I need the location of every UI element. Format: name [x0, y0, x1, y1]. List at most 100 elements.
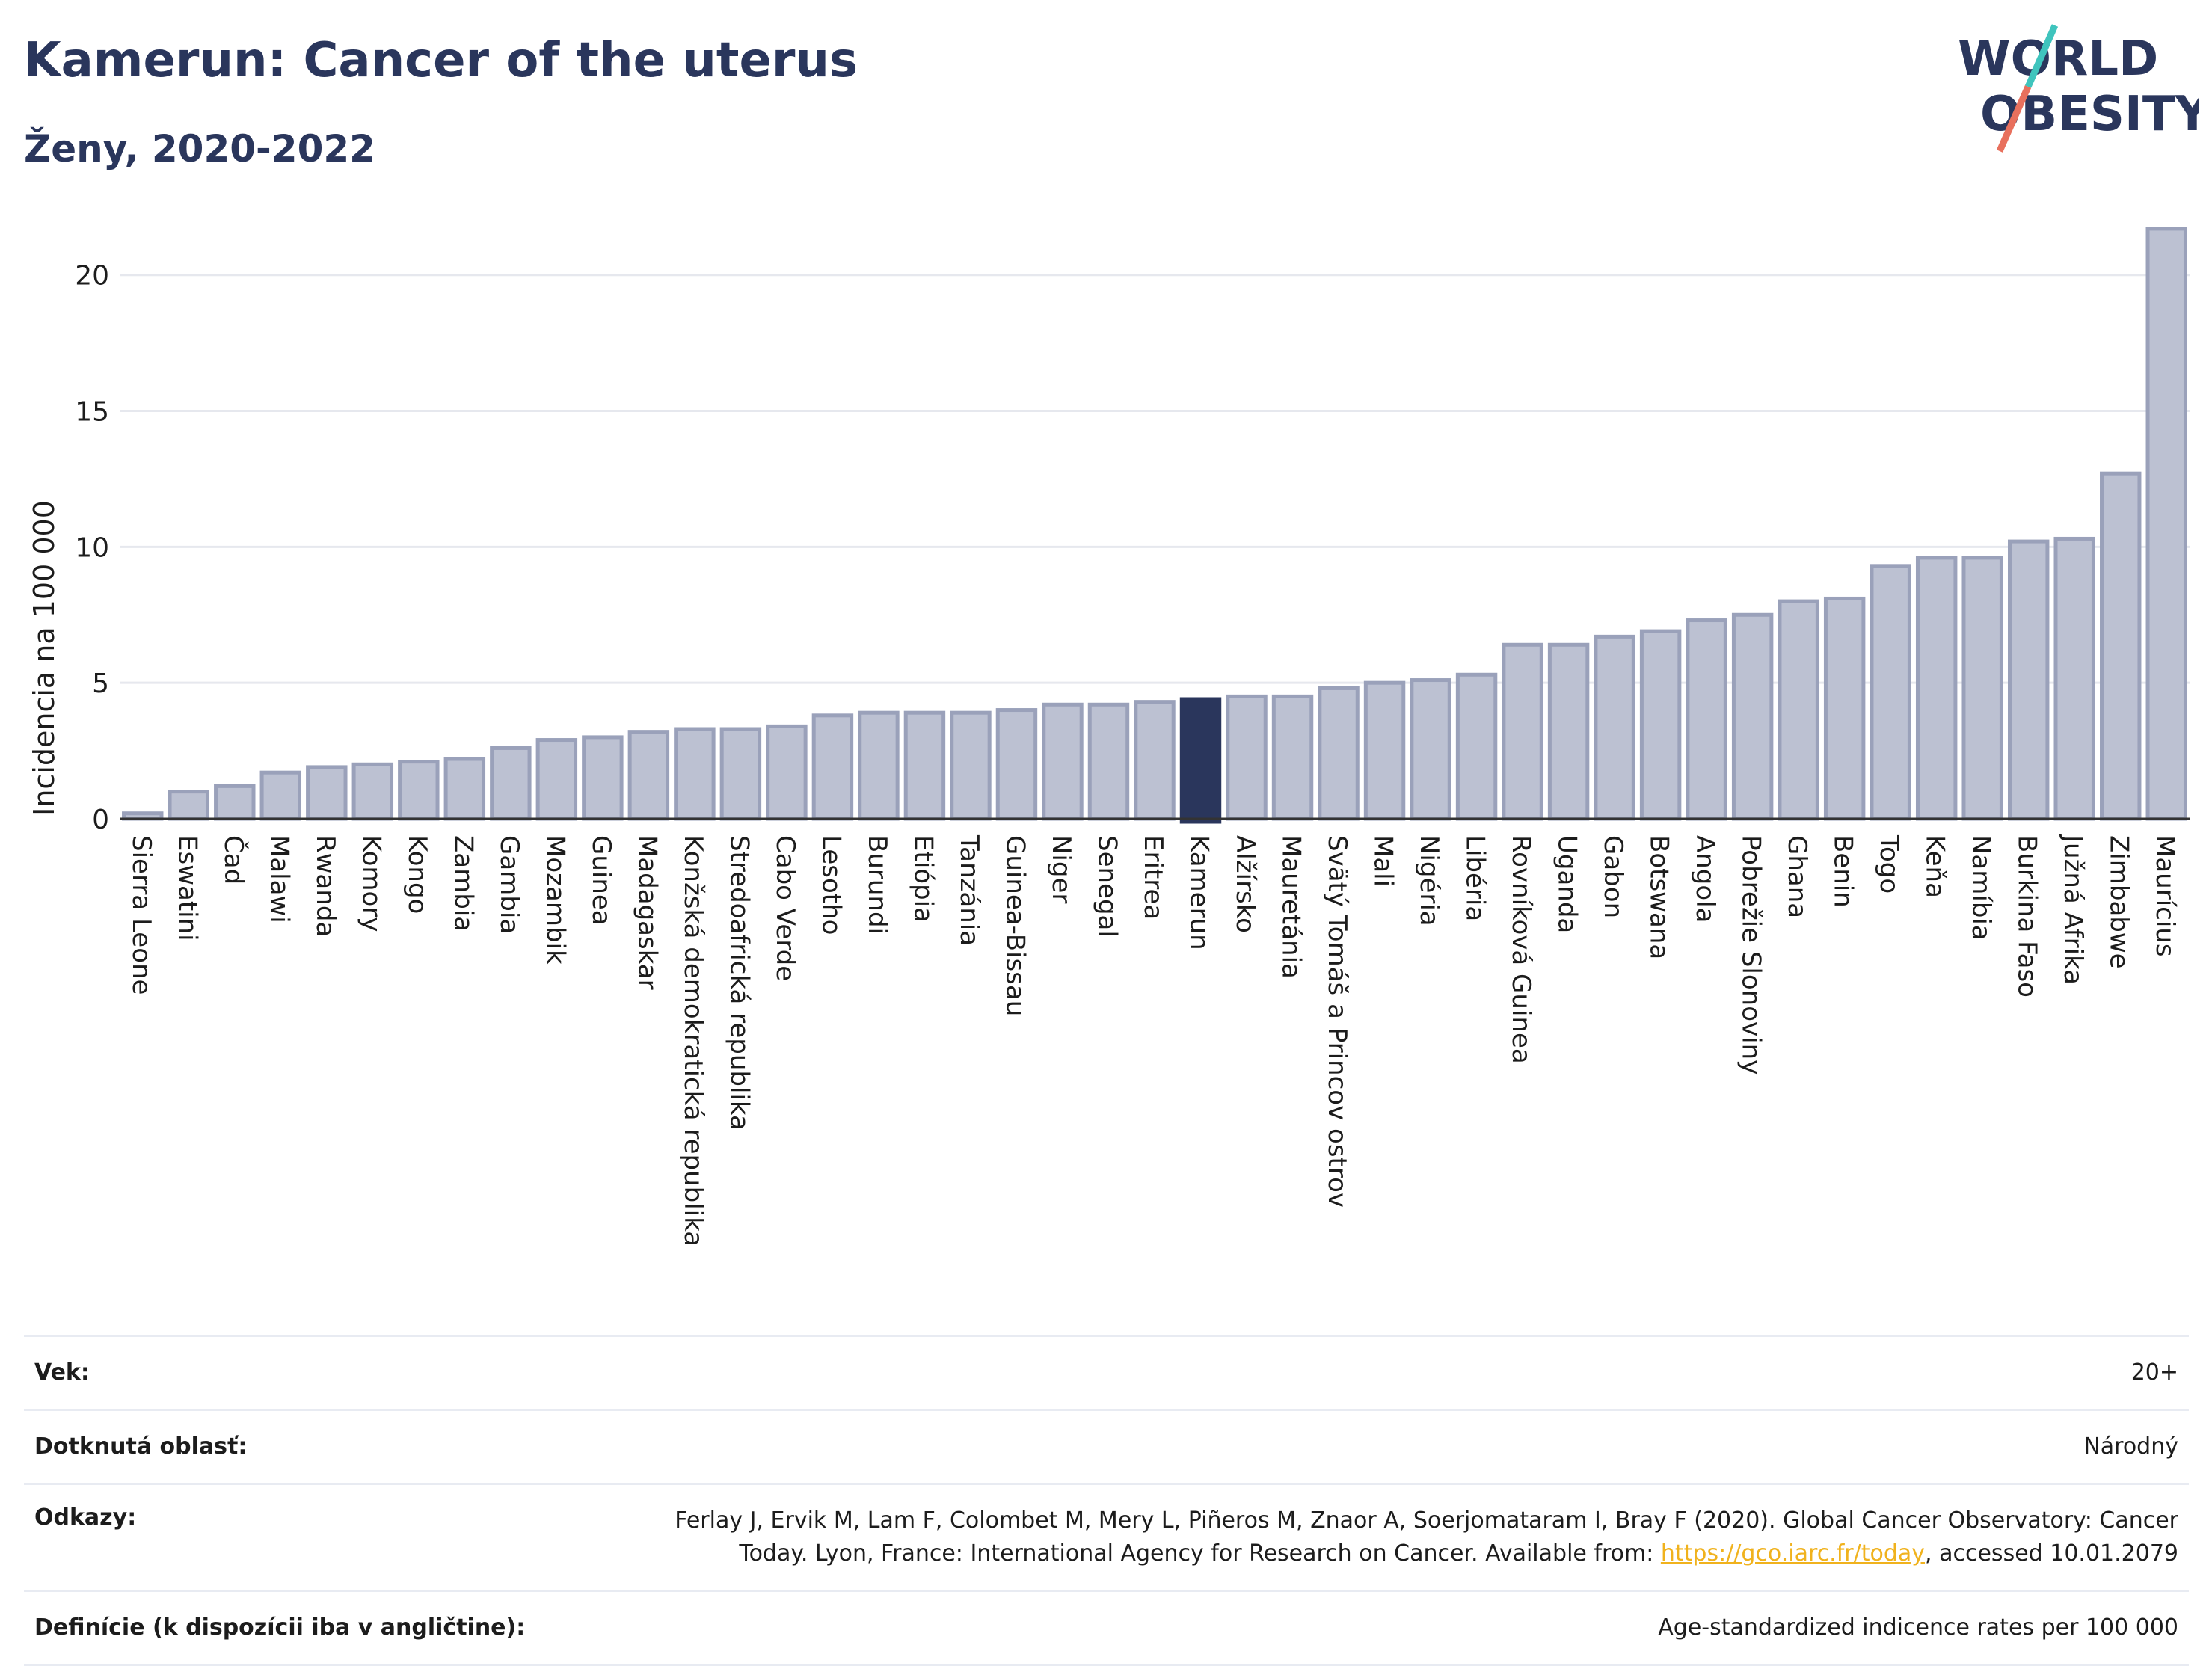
x-tick-label: Guinea-Bissau [1000, 835, 1030, 1016]
x-tick-label: Eswatini [172, 835, 202, 941]
bar [2053, 536, 2095, 821]
info-row-area: Dotknutá oblasť: Národný [24, 1409, 2189, 1483]
bar [950, 710, 992, 821]
x-tick-label: Sierra Leone [126, 835, 156, 995]
bar [627, 730, 670, 821]
bar [1271, 694, 1314, 821]
refs-line2-post: , accessed 10.01.2079 [1925, 1540, 2178, 1567]
y-tick-label: 5 [92, 668, 109, 699]
x-tick-label: Stredoafrická republika [724, 835, 754, 1131]
y-axis-label: Incidencia na 100 000 [28, 500, 61, 816]
x-tick-label: Rovníková Guinea [1506, 835, 1536, 1064]
bar [811, 713, 854, 821]
page-subtitle: Ženy, 2020-2022 [24, 127, 375, 170]
bar [1870, 564, 1911, 821]
x-tick-label: Madagaskar [632, 835, 662, 990]
x-tick-label: Lesotho [816, 835, 846, 935]
x-tick-label: Mozambik [540, 835, 570, 965]
info-row-age: Vek: 20+ [24, 1335, 2189, 1409]
bar [1318, 686, 1360, 821]
bar-highlighted [1179, 697, 1222, 824]
refs-link[interactable]: https://gco.iarc.fr/today [1660, 1540, 1926, 1567]
info-row-refs: Odkazy: Ferlay J, Ervik M, Lam F, Colomb… [24, 1483, 2189, 1590]
refs-line2-pre: Today. Lyon, France: International Agenc… [739, 1540, 1661, 1567]
y-tick-label: 15 [75, 397, 109, 428]
bar [719, 727, 762, 821]
x-tick-label: Alžírsko [1230, 835, 1260, 933]
bar [1226, 694, 1268, 821]
x-tick-label: Rwanda [310, 835, 340, 937]
x-tick-label: Zimbabwe [2104, 835, 2134, 969]
x-tick-label: Komory [356, 835, 386, 932]
bar-chart: 0 5 10 15 20 Incidencia na 100 000 Sierra Le… [28, 227, 2190, 1247]
y-tick-label: 10 [75, 532, 109, 563]
x-tick-label: Etiópia [908, 835, 938, 923]
logo-line1: WORLD [1958, 31, 2158, 87]
x-tick-label: Tanzánia [954, 834, 984, 946]
x-tick-label: Namíbia [1966, 835, 1996, 941]
bar [766, 724, 808, 821]
bar [2100, 471, 2142, 821]
x-tick-label: Gabon [1598, 835, 1628, 918]
bar [674, 727, 716, 821]
x-tick-label: Keňa [1920, 835, 1950, 898]
x-tick-label: Nigéria [1414, 835, 1444, 926]
bar [1410, 678, 1451, 821]
bar [1087, 702, 1130, 821]
bar [1363, 680, 1406, 821]
bar [2007, 539, 2050, 821]
bar [1778, 599, 1819, 821]
x-tick-label: Malawi [264, 835, 294, 923]
bar [214, 784, 256, 821]
bar [1594, 634, 1635, 821]
x-tick-label: Togo [1874, 834, 1904, 894]
bar [535, 738, 578, 821]
bar [582, 735, 624, 821]
x-tick-label: Pobrežie Slonoviny [1736, 835, 1766, 1075]
x-tick-label: Senegal [1092, 835, 1122, 938]
x-tick-label: Guinea [586, 835, 616, 926]
x-tick-label: Eritrea [1138, 835, 1168, 920]
bar [490, 746, 532, 821]
x-tick-label: Burkina Faso [2012, 835, 2042, 998]
x-tick-label: Benin [1828, 835, 1858, 908]
x-tick-label: Ghana [1782, 835, 1812, 918]
bar [995, 708, 1038, 821]
x-tick-label: Gambia [494, 835, 524, 934]
area-value: Národný [2083, 1433, 2178, 1460]
bar [1823, 596, 1866, 821]
x-tick-label: Libéria [1460, 835, 1490, 921]
y-axis-ticks: 0 5 10 15 20 [75, 261, 109, 835]
x-tick-label: Čad [218, 835, 249, 885]
x-tick-label: Svätý Tomáš a Princov ostrov [1322, 835, 1352, 1208]
bar [858, 710, 900, 821]
x-tick-label: Južná Afrika [2058, 834, 2088, 985]
logo-slash-bottom [1996, 85, 2032, 153]
bar [1502, 642, 1543, 821]
x-tick-label: Botswana [1644, 835, 1674, 959]
refs-value: Ferlay J, Ervik M, Lam F, Colombet M, Me… [675, 1504, 2178, 1570]
area-label: Dotknutá oblasť: [34, 1433, 248, 1460]
bar [2145, 227, 2187, 821]
bar [1915, 556, 1958, 821]
x-tick-label: Mali [1368, 835, 1398, 887]
x-tick-label: Mauretánia [1276, 835, 1306, 979]
page-title: Kamerun: Cancer of the uterus [24, 33, 858, 88]
bar [168, 790, 209, 821]
refs-label: Odkazy: [34, 1504, 137, 1531]
bar [1547, 642, 1590, 821]
bar [1961, 556, 2003, 821]
x-tick-label: Zambia [448, 835, 478, 932]
bar [1639, 629, 1682, 821]
logo-slash-top [2024, 24, 2059, 88]
x-tick-label: Konžská demokratická republika [678, 835, 708, 1247]
x-axis-labels: Sierra Leone Eswatini Čad Malawi Rwanda Komor… [126, 834, 2180, 1247]
y-tick-label: 20 [75, 261, 109, 292]
bar [1042, 702, 1084, 821]
bar [351, 762, 394, 821]
bar [259, 770, 302, 821]
definitions-label: Definície (k dispozícii iba v angličtine… [34, 1614, 526, 1641]
x-tick-label: Cabo Verde [770, 835, 800, 981]
info-table: Vek: 20+ Dotknutá oblasť: Národný Odkazy… [24, 1335, 2189, 1666]
bar [1731, 612, 1774, 821]
